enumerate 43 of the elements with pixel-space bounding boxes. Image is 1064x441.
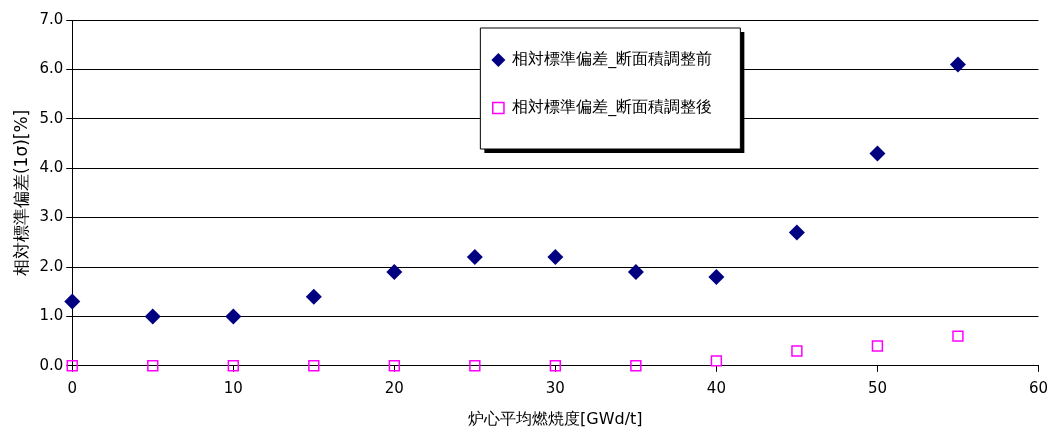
point — [225, 308, 242, 325]
point — [788, 224, 805, 241]
y-tick-label: 6.0 — [39, 59, 64, 78]
point — [305, 288, 322, 305]
point — [64, 293, 81, 310]
point — [949, 56, 966, 73]
point — [627, 263, 644, 280]
y-tick-label: 1.0 — [39, 306, 64, 325]
x-tick-label: 40 — [706, 378, 726, 397]
point — [469, 360, 481, 372]
point — [710, 355, 723, 367]
point — [144, 308, 161, 325]
legend-label: 相対標準偏差_断面積調整前 — [512, 49, 713, 70]
point — [871, 340, 884, 352]
point — [227, 360, 239, 372]
point — [466, 249, 483, 266]
point — [308, 360, 320, 372]
x-tick-label: 30 — [545, 378, 565, 397]
x-tick-label: 50 — [867, 378, 887, 397]
x-tick-label: 10 — [223, 378, 243, 397]
point — [386, 263, 403, 280]
y-tick-label: 0.0 — [39, 355, 64, 374]
point — [791, 345, 803, 357]
point — [66, 360, 78, 372]
point — [630, 360, 642, 372]
point — [952, 330, 964, 342]
x-tick-label: 0 — [67, 378, 78, 397]
point — [147, 360, 159, 372]
y-tick-label: 4.0 — [39, 158, 64, 177]
point — [388, 360, 401, 372]
x-axis-title: 炉心平均燃焼度[GWd/t] — [468, 408, 643, 428]
x-tick-label: 60 — [1028, 378, 1048, 397]
y-tick-label: 2.0 — [39, 256, 64, 275]
legend-label: 相対標準偏差_断面積調整後 — [512, 97, 713, 118]
y-tick-label: 7.0 — [39, 9, 64, 28]
y-tick-label: 3.0 — [39, 207, 64, 226]
point — [547, 249, 564, 266]
point — [869, 145, 886, 162]
y-axis-title: 相対標準偏差(1σ)[%] — [10, 109, 31, 277]
y-tick-label: 5.0 — [39, 108, 64, 127]
x-tick-label: 20 — [384, 378, 404, 397]
point — [549, 360, 562, 372]
point — [708, 268, 725, 285]
